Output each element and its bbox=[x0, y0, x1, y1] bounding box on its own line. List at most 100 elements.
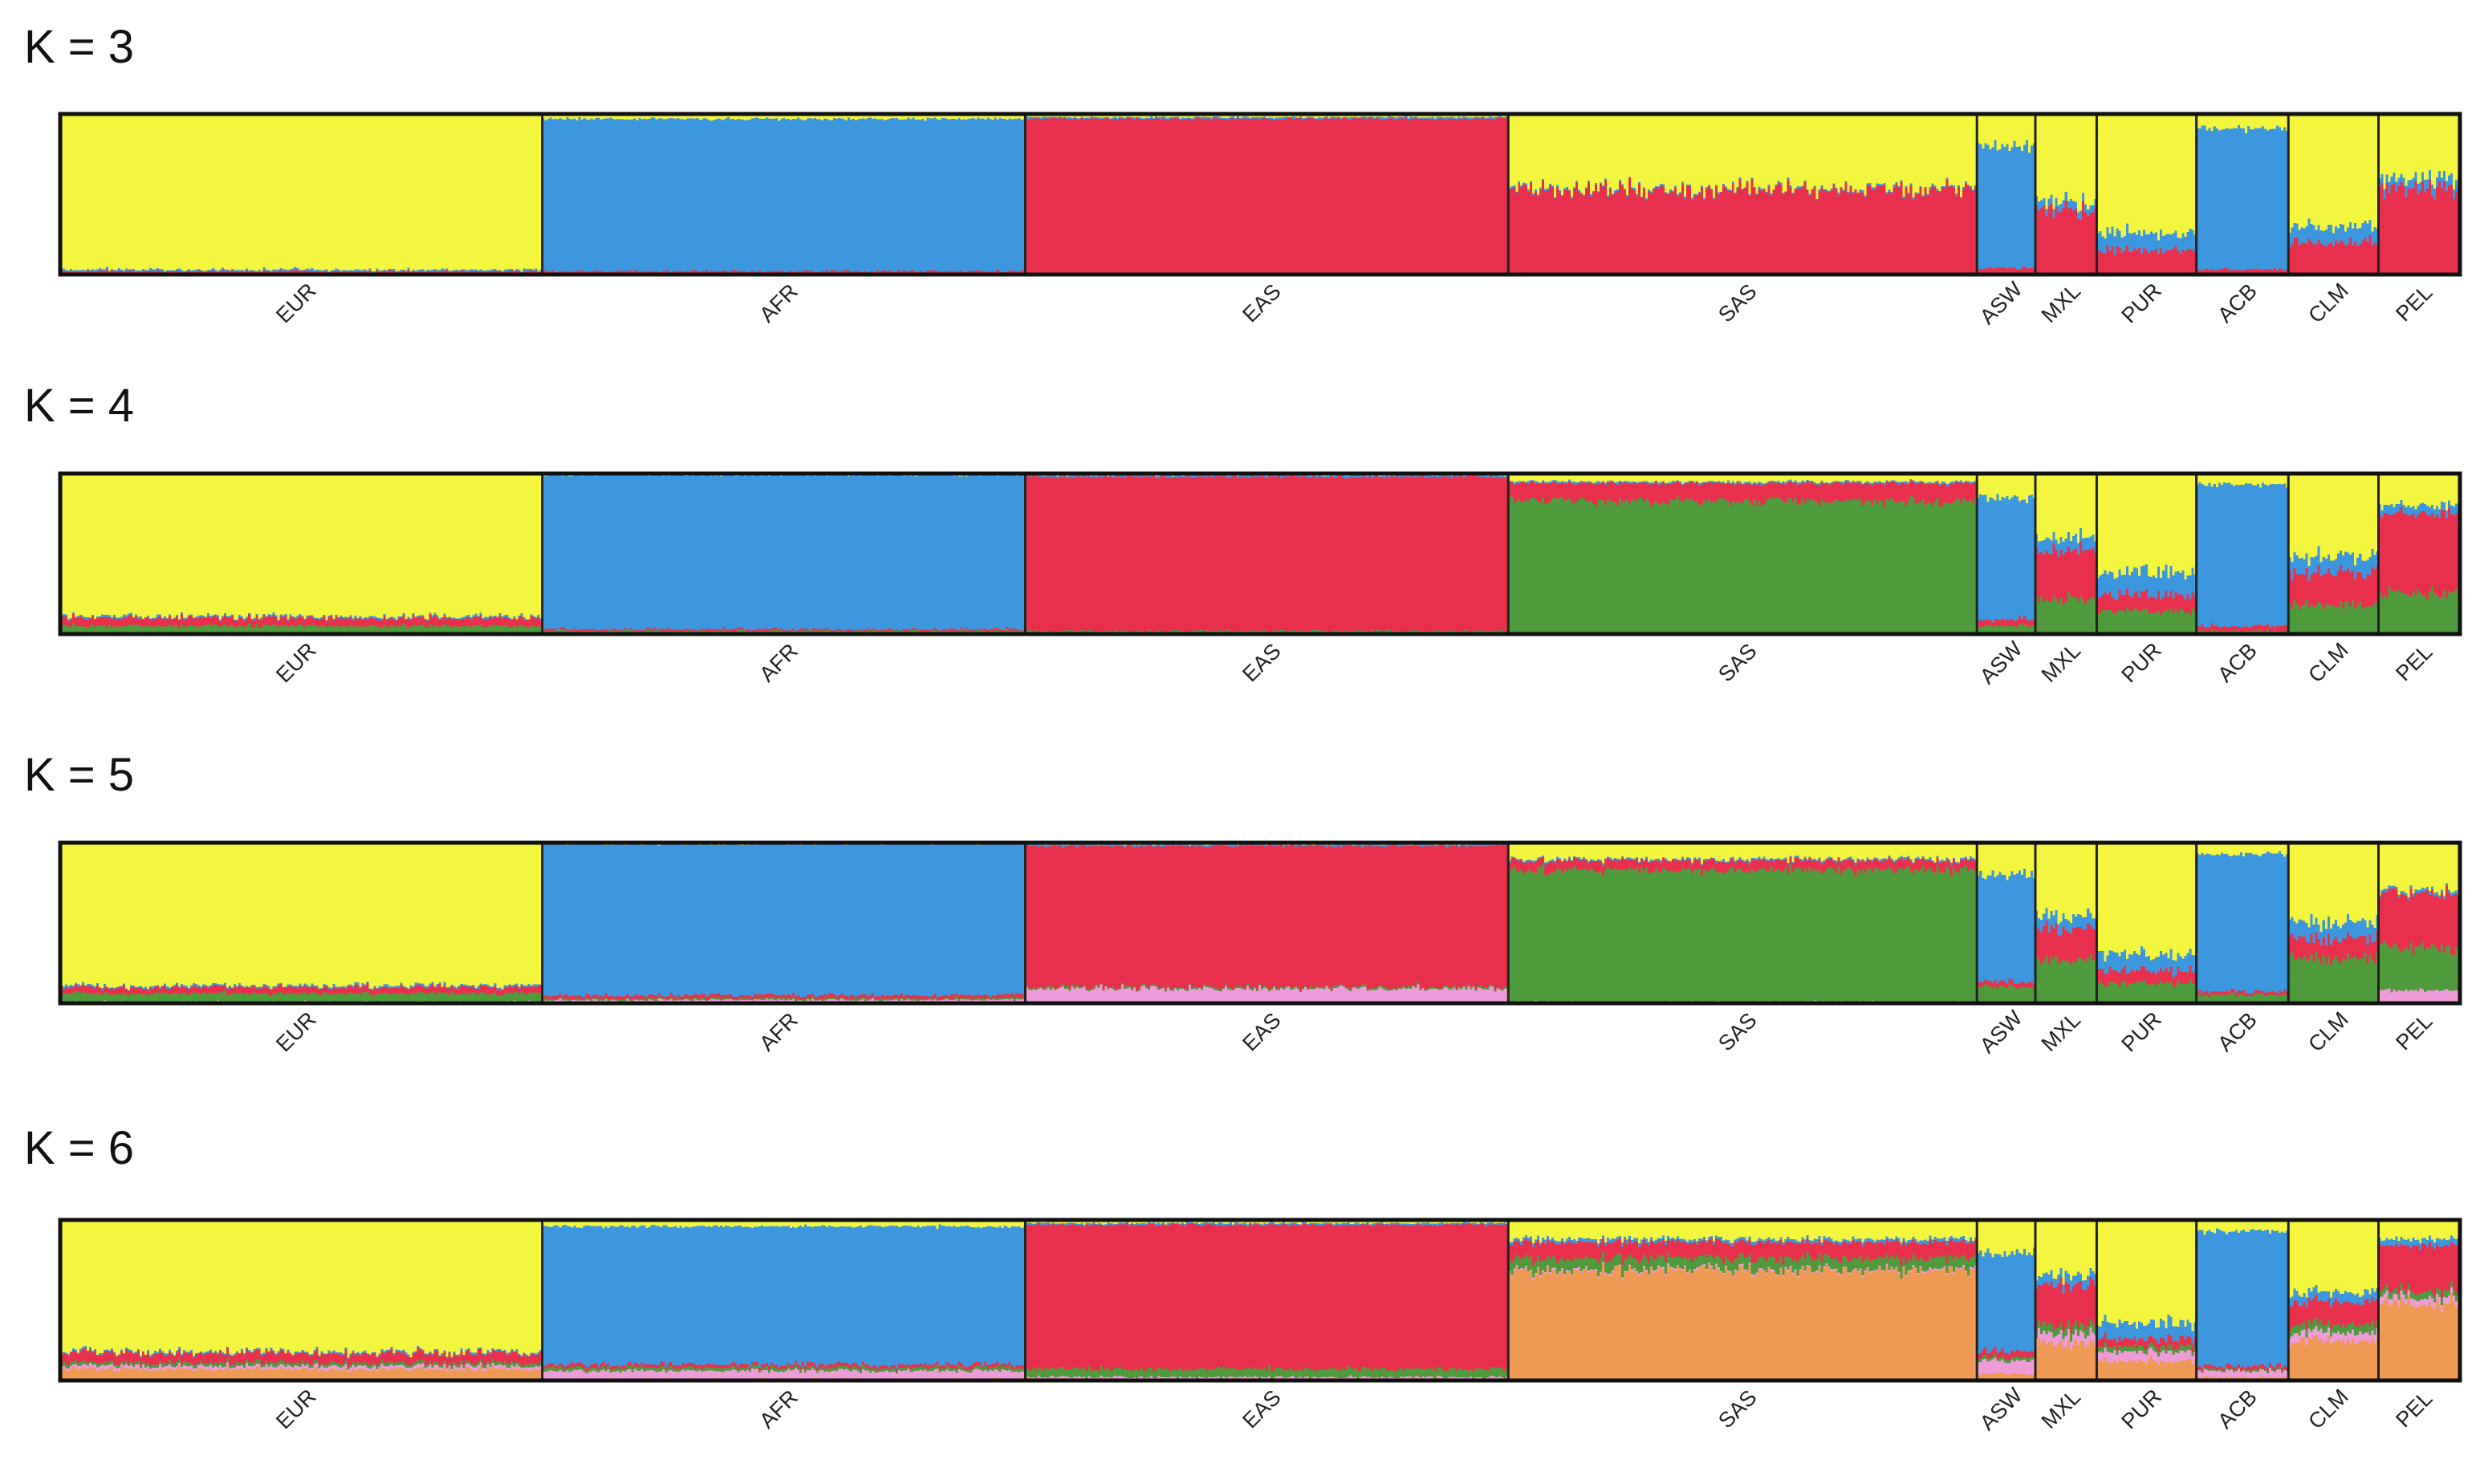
population-label: PEL bbox=[2391, 280, 2437, 326]
ancestry-segment-blue bbox=[1032, 117, 1036, 119]
ancestry-segment-yellow bbox=[250, 114, 254, 270]
ancestry-segment-yellow bbox=[147, 114, 150, 270]
ancestry-segment-yellow bbox=[856, 114, 860, 120]
ancestry-segment-blue bbox=[474, 269, 478, 272]
ancestry-segment-blue bbox=[948, 120, 952, 272]
ancestry-segment-yellow bbox=[775, 114, 779, 119]
ancestry-segment-yellow bbox=[325, 114, 328, 270]
ancestry-segment-blue bbox=[989, 118, 993, 273]
ancestry-segment-yellow bbox=[246, 114, 249, 269]
ancestry-segment-blue bbox=[648, 119, 651, 272]
ancestry-segment-red bbox=[1085, 119, 1088, 275]
ancestry-segment-yellow bbox=[289, 114, 292, 270]
ancestry-segment-blue bbox=[1097, 117, 1100, 120]
individual-strip bbox=[106, 114, 109, 275]
population-label: CLM bbox=[2303, 279, 2353, 328]
ancestry-segment-yellow bbox=[253, 114, 256, 271]
ancestry-segment-blue bbox=[159, 268, 162, 272]
ancestry-segment-yellow bbox=[453, 114, 457, 270]
ancestry-segment-blue bbox=[811, 118, 815, 271]
ancestry-segment-blue bbox=[303, 269, 307, 271]
ancestry-segment-blue bbox=[672, 118, 675, 272]
ancestry-segment-blue bbox=[693, 118, 697, 270]
ancestry-segment-blue bbox=[633, 118, 636, 271]
ancestry-segment-yellow bbox=[67, 114, 71, 271]
ancestry-segment-blue bbox=[905, 119, 909, 272]
ancestry-segment-blue bbox=[236, 270, 239, 272]
ancestry-segment-yellow bbox=[224, 114, 227, 270]
ancestry-segment-blue bbox=[161, 269, 165, 272]
ancestry-segment-blue bbox=[919, 119, 923, 271]
ancestry-segment-yellow bbox=[648, 114, 651, 120]
individual-strip bbox=[294, 114, 297, 275]
ancestry-segment-yellow bbox=[506, 114, 510, 270]
ancestry-segment-yellow bbox=[636, 114, 639, 121]
ancestry-segment-blue bbox=[508, 269, 512, 272]
population-label: PUR bbox=[2116, 279, 2166, 328]
ancestry-segment-blue bbox=[342, 270, 345, 272]
ancestry-segment-blue bbox=[414, 270, 418, 272]
ancestry-segment-yellow bbox=[614, 114, 618, 120]
ancestry-segment-blue bbox=[790, 120, 793, 271]
ancestry-segment-blue bbox=[1008, 118, 1012, 271]
ancestry-segment-blue bbox=[691, 118, 694, 271]
ancestry-segment-blue bbox=[532, 270, 536, 272]
individual-strip bbox=[705, 114, 709, 275]
ancestry-segment-blue bbox=[169, 270, 172, 272]
ancestry-segment-yellow bbox=[431, 114, 435, 270]
individual-strip bbox=[296, 114, 299, 275]
ancestry-segment-blue bbox=[433, 268, 437, 271]
ancestry-segment-yellow bbox=[332, 114, 335, 270]
ancestry-segment-blue bbox=[209, 269, 213, 272]
ancestry-segment-red bbox=[388, 270, 392, 275]
ancestry-segment-blue bbox=[1092, 116, 1096, 120]
ancestry-segment-blue bbox=[679, 119, 682, 271]
ancestry-segment-blue bbox=[542, 117, 546, 272]
ancestry-segment-blue bbox=[909, 119, 913, 271]
ancestry-segment-yellow bbox=[503, 114, 507, 270]
ancestry-segment-blue bbox=[554, 118, 558, 273]
ancestry-segment-red bbox=[262, 270, 266, 275]
ancestry-segment-yellow bbox=[732, 114, 735, 120]
ancestry-segment-blue bbox=[852, 118, 856, 272]
ancestry-segment-red bbox=[106, 269, 109, 275]
ancestry-segment-blue bbox=[917, 120, 921, 273]
ancestry-segment-blue bbox=[431, 270, 435, 273]
ancestry-segment-blue bbox=[705, 118, 709, 270]
ancestry-segment-yellow bbox=[979, 114, 983, 120]
ancestry-segment-yellow bbox=[883, 114, 887, 121]
ancestry-segment-yellow bbox=[101, 114, 104, 270]
ancestry-segment-yellow bbox=[91, 114, 95, 270]
ancestry-segment-blue bbox=[815, 119, 819, 273]
ancestry-segment-blue bbox=[775, 117, 779, 271]
ancestry-segment-blue bbox=[132, 269, 136, 272]
ancestry-segment-red bbox=[830, 270, 834, 275]
individual-strip bbox=[212, 114, 215, 275]
ancestry-segment-yellow bbox=[1078, 114, 1081, 119]
ancestry-segment-blue bbox=[650, 117, 653, 271]
ancestry-segment-yellow bbox=[494, 114, 498, 270]
individual-strip bbox=[222, 114, 225, 275]
ancestry-segment-yellow bbox=[412, 114, 416, 270]
ancestry-segment-blue bbox=[768, 118, 771, 272]
ancestry-segment-blue bbox=[556, 119, 560, 273]
ancestry-segment-red bbox=[1071, 120, 1074, 275]
ancestry-segment-yellow bbox=[154, 114, 157, 270]
ancestry-segment-blue bbox=[730, 119, 733, 272]
ancestry-segment-yellow bbox=[974, 114, 978, 120]
ancestry-segment-blue bbox=[1015, 118, 1019, 272]
ancestry-segment-blue bbox=[1059, 116, 1062, 118]
ancestry-segment-blue bbox=[445, 268, 449, 270]
ancestry-segment-blue bbox=[955, 119, 959, 272]
ancestry-segment-yellow bbox=[323, 114, 326, 270]
ancestry-segment-yellow bbox=[82, 114, 85, 270]
ancestry-segment-yellow bbox=[219, 114, 222, 270]
ancestry-segment-blue bbox=[795, 119, 798, 273]
ancestry-segment-yellow bbox=[258, 114, 261, 270]
ancestry-segment-yellow bbox=[561, 114, 565, 120]
ancestry-segment-red bbox=[1061, 118, 1064, 275]
ancestry-segment-yellow bbox=[498, 114, 502, 270]
ancestry-segment-blue bbox=[806, 118, 810, 272]
ancestry-segment-yellow bbox=[1001, 114, 1005, 120]
ancestry-segment-blue bbox=[383, 270, 387, 271]
